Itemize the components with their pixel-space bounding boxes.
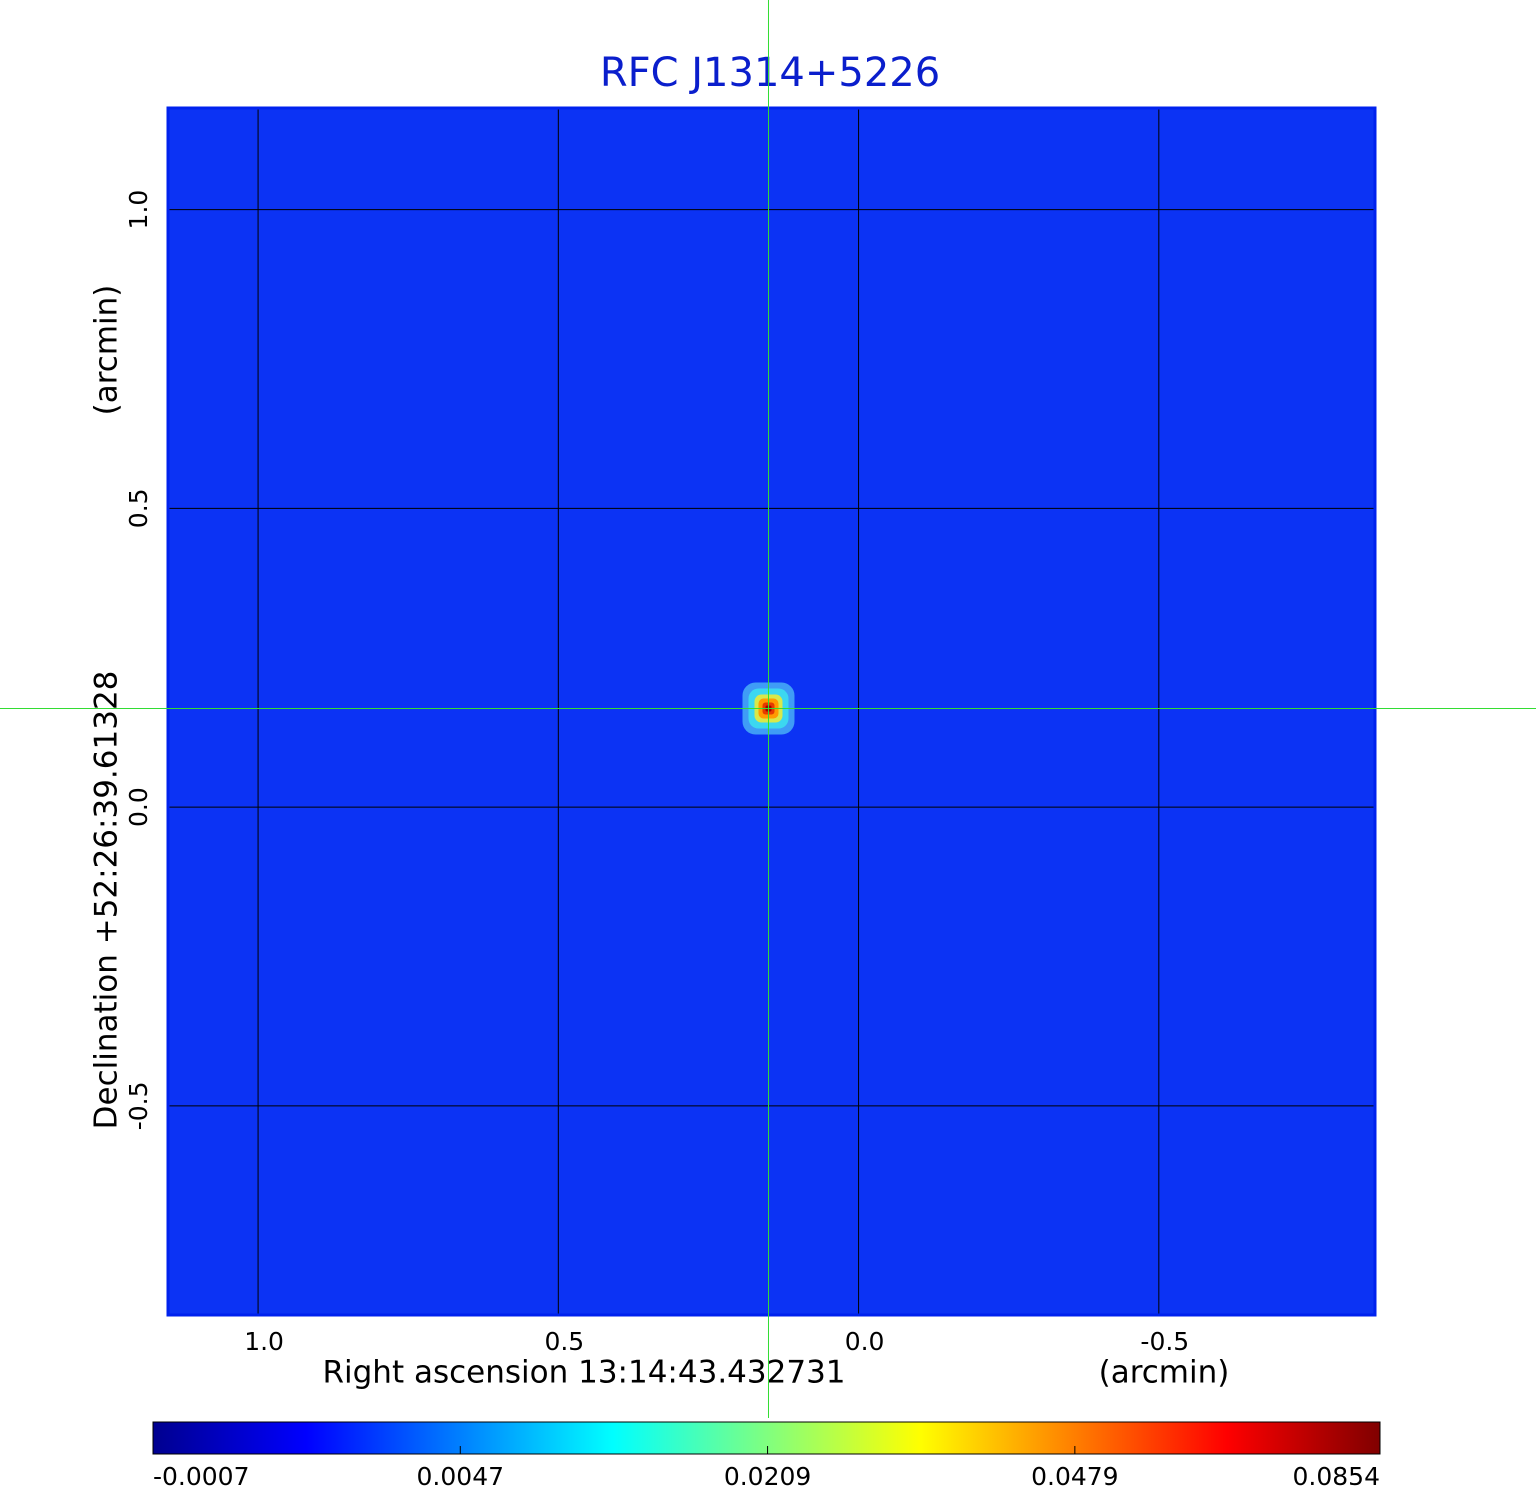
- y-tick-label: 1.0: [124, 190, 153, 230]
- x-axis-label: Right ascension 13:14:43.432731: [322, 1355, 845, 1391]
- colorbar-tick-label: 0.0479: [1031, 1462, 1118, 1491]
- colorbar-tick-label: 0.0047: [417, 1462, 504, 1491]
- x-tick-label: 0.0: [845, 1327, 885, 1356]
- colorbar-tick-label: 0.0209: [724, 1462, 811, 1491]
- colorbar-tick-label: -0.0007: [153, 1462, 250, 1491]
- y-tick-label: -0.5: [124, 1081, 153, 1130]
- plot-border: [166, 106, 1377, 1317]
- y-tick-label: 0.5: [124, 488, 153, 528]
- y-tick-label: 0.0: [124, 787, 153, 827]
- y-axis-unit: (arcmin): [89, 285, 125, 416]
- x-tick-label: 1.0: [244, 1327, 284, 1356]
- y-axis-label: Declination +52:26:39.61328: [89, 671, 125, 1130]
- plot-area: [166, 106, 1377, 1317]
- x-tick-label: -0.5: [1140, 1327, 1189, 1356]
- chart-title: RFC J1314+5226: [600, 50, 940, 96]
- x-tick-label: 0.5: [544, 1327, 584, 1356]
- colorbar-tick-label: 0.0854: [1293, 1462, 1380, 1491]
- x-axis-unit: (arcmin): [1099, 1355, 1230, 1391]
- colorbar: [152, 1421, 1381, 1455]
